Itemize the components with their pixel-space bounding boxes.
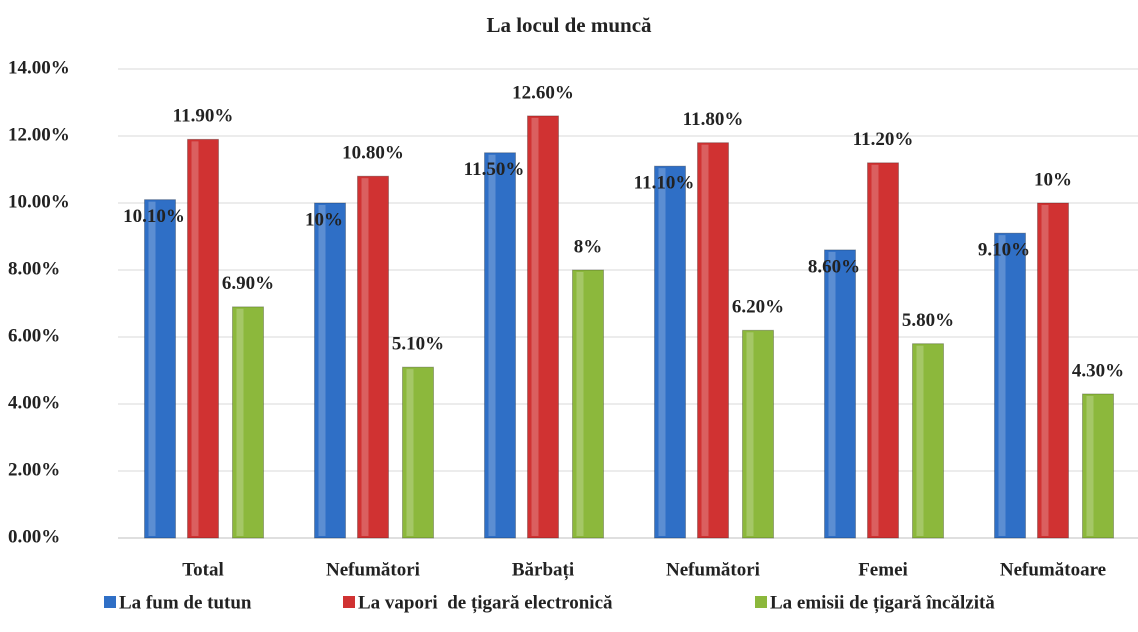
bar-shine [1041, 205, 1049, 536]
x-tick-label: Bărbați [512, 559, 574, 580]
bar-shine [488, 154, 496, 536]
bar [402, 366, 434, 539]
bar [912, 343, 944, 539]
bar [994, 232, 1026, 539]
y-tick-label: 4.00% [8, 392, 60, 413]
legend-swatch [343, 596, 355, 608]
data-label: 4.30% [1072, 360, 1124, 381]
bar-shine [406, 369, 414, 536]
y-tick-label: 8.00% [8, 258, 60, 279]
data-label: 8.60% [808, 256, 860, 277]
y-tick-label: 10.00% [8, 191, 70, 212]
data-label: 6.20% [732, 297, 784, 318]
bar-shine [576, 272, 584, 536]
bar [187, 138, 219, 539]
data-label: 10% [1034, 169, 1072, 190]
bar [572, 269, 604, 539]
bar [144, 199, 176, 539]
bar [1082, 393, 1114, 539]
legend-label: La emisii de țigară încălzită [770, 592, 995, 613]
bar [1037, 202, 1069, 539]
data-label: 11.20% [853, 129, 914, 150]
bar [697, 142, 729, 539]
legend-label: La fum de tutun [119, 592, 252, 613]
data-label: 11.80% [683, 109, 744, 130]
bar-shine [701, 144, 709, 536]
data-label: 10.80% [342, 143, 404, 164]
y-tick-label: 2.00% [8, 459, 60, 480]
data-label: 5.10% [392, 334, 444, 355]
bar-shine [318, 205, 326, 536]
bar-shine [916, 345, 924, 536]
bar-shine [658, 168, 666, 536]
bar-shine [531, 117, 539, 537]
data-label: 10% [305, 209, 343, 230]
data-label: 6.90% [222, 273, 274, 294]
data-label: 12.60% [512, 82, 574, 103]
bar [484, 152, 516, 539]
legend-swatch [755, 596, 767, 608]
y-tick-label: 14.00% [8, 57, 70, 78]
bar-shine [1086, 395, 1094, 536]
bar-shine [828, 251, 836, 536]
bar [527, 115, 559, 539]
bar-shine [998, 235, 1006, 536]
data-label: 10.10% [123, 206, 185, 227]
data-label: 5.80% [902, 310, 954, 331]
bar-shine [236, 308, 244, 536]
data-label: 11.50% [464, 159, 525, 180]
data-label: 9.10% [978, 240, 1030, 261]
bar [867, 162, 899, 539]
bar [232, 306, 264, 539]
bar-shine [191, 141, 199, 536]
legend-label: La vapori de țigară electronică [358, 592, 613, 613]
bar [824, 249, 856, 539]
bar [742, 329, 774, 539]
x-tick-label: Femei [858, 559, 908, 580]
x-tick-label: Nefumători [326, 559, 420, 580]
bar-shine [361, 178, 369, 536]
x-tick-label: Nefumători [666, 559, 760, 580]
bar [654, 165, 686, 539]
y-tick-label: 0.00% [8, 526, 60, 547]
x-tick-label: Nefumătoare [1000, 559, 1106, 580]
chart-title: La locul de muncă [486, 13, 652, 37]
legend-swatch [104, 596, 116, 608]
bar [357, 175, 389, 539]
bar-shine [871, 164, 879, 537]
bar [314, 202, 346, 539]
bar-shine [746, 332, 754, 536]
data-label: 8% [574, 236, 603, 257]
data-label: 11.90% [173, 106, 234, 127]
x-tick-label: Total [182, 559, 224, 580]
data-label: 11.10% [634, 173, 695, 194]
y-tick-label: 12.00% [8, 124, 70, 145]
bar-shine [148, 201, 156, 536]
y-tick-label: 6.00% [8, 325, 60, 346]
